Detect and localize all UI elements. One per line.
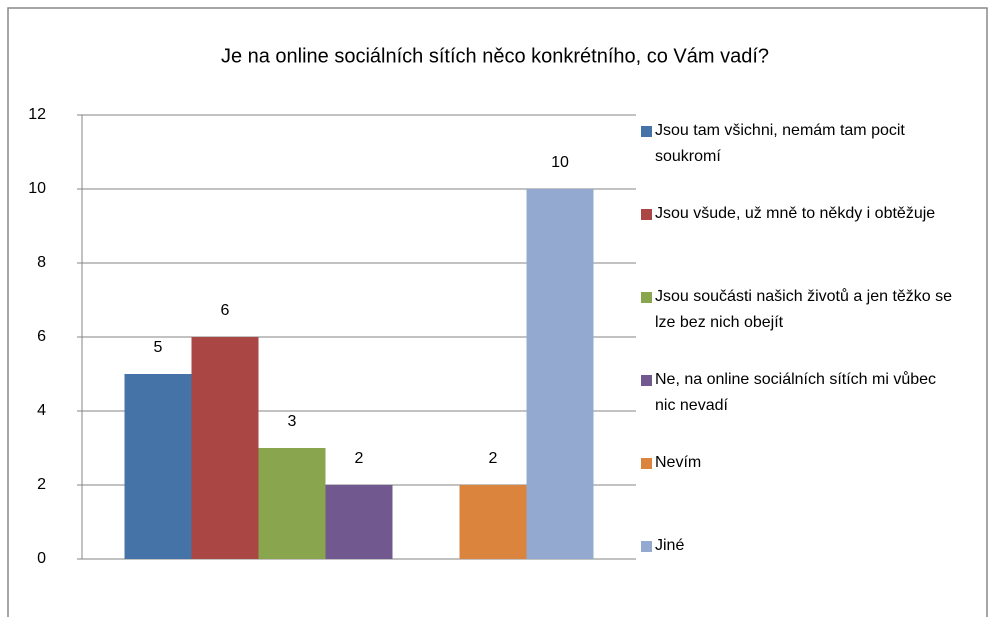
y-tick-label: 0 [37,550,46,567]
y-tick-label: 10 [28,180,46,197]
chart-title: Je na online sociálních sítích něco konk… [221,45,769,67]
data-label: 2 [355,450,364,467]
bar [124,374,192,559]
bar [258,448,326,559]
legend-swatch [641,209,652,220]
legend-swatch [641,375,652,386]
chart-border [7,7,988,617]
y-tick-label: 2 [37,476,46,493]
legend-label: Jsou součásti našich životů a jen těžko … [655,288,953,331]
y-tick-label: 4 [37,402,46,419]
legend-label: Jsou všude, už mně to někdy i obtěžuje [655,205,936,222]
legend-swatch [641,541,652,552]
data-label: 2 [489,450,498,467]
data-label: 10 [551,154,569,171]
data-label: 3 [288,413,297,430]
data-label: 6 [221,302,230,319]
y-tick-label: 8 [37,254,46,271]
bar [191,337,259,559]
legend-swatch [641,458,652,469]
y-tick-label: 6 [37,328,46,345]
legend-label: Jiné [655,537,685,554]
bar [325,485,393,559]
data-label: 5 [154,339,163,356]
legend-label: Ne, na online sociálních sítích mi vůbec… [655,371,937,414]
bar [459,485,527,559]
legend-label: Nevím [655,454,702,471]
legend-swatch [641,126,652,137]
bar [526,189,594,559]
legend-swatch [641,292,652,303]
legend-label: Jsou tam všichni, nemám tam pocit soukro… [655,122,905,165]
y-tick-label: 12 [28,106,46,123]
